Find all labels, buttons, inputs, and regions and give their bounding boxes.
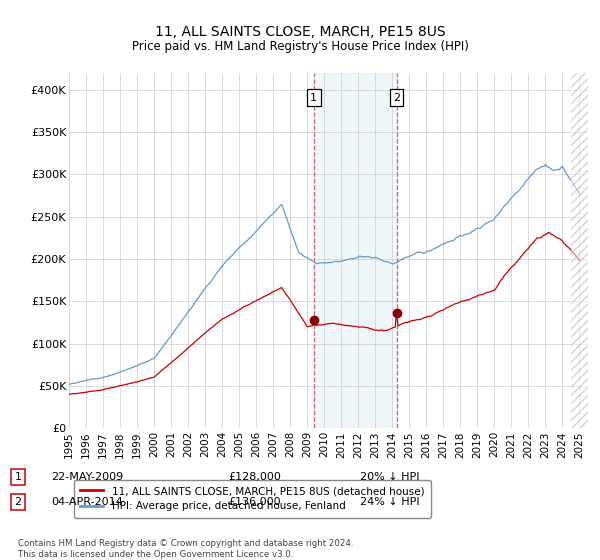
Text: Contains HM Land Registry data © Crown copyright and database right 2024.
This d: Contains HM Land Registry data © Crown c… xyxy=(18,539,353,559)
Text: 04-APR-2014: 04-APR-2014 xyxy=(51,497,123,507)
Text: £136,000: £136,000 xyxy=(228,497,281,507)
Text: 11, ALL SAINTS CLOSE, MARCH, PE15 8US: 11, ALL SAINTS CLOSE, MARCH, PE15 8US xyxy=(155,25,445,39)
Text: 24% ↓ HPI: 24% ↓ HPI xyxy=(360,497,419,507)
Legend: 11, ALL SAINTS CLOSE, MARCH, PE15 8US (detached house), HPI: Average price, deta: 11, ALL SAINTS CLOSE, MARCH, PE15 8US (d… xyxy=(74,480,431,517)
Text: 2: 2 xyxy=(393,93,400,102)
Text: 22-MAY-2009: 22-MAY-2009 xyxy=(51,472,123,482)
Text: 1: 1 xyxy=(14,472,22,482)
Text: 2: 2 xyxy=(14,497,22,507)
Text: 1: 1 xyxy=(310,93,317,102)
Text: Price paid vs. HM Land Registry's House Price Index (HPI): Price paid vs. HM Land Registry's House … xyxy=(131,40,469,53)
Text: £128,000: £128,000 xyxy=(228,472,281,482)
Bar xyxy=(571,73,588,428)
Text: 20% ↓ HPI: 20% ↓ HPI xyxy=(360,472,419,482)
Bar xyxy=(314,73,397,428)
Bar xyxy=(571,73,588,428)
